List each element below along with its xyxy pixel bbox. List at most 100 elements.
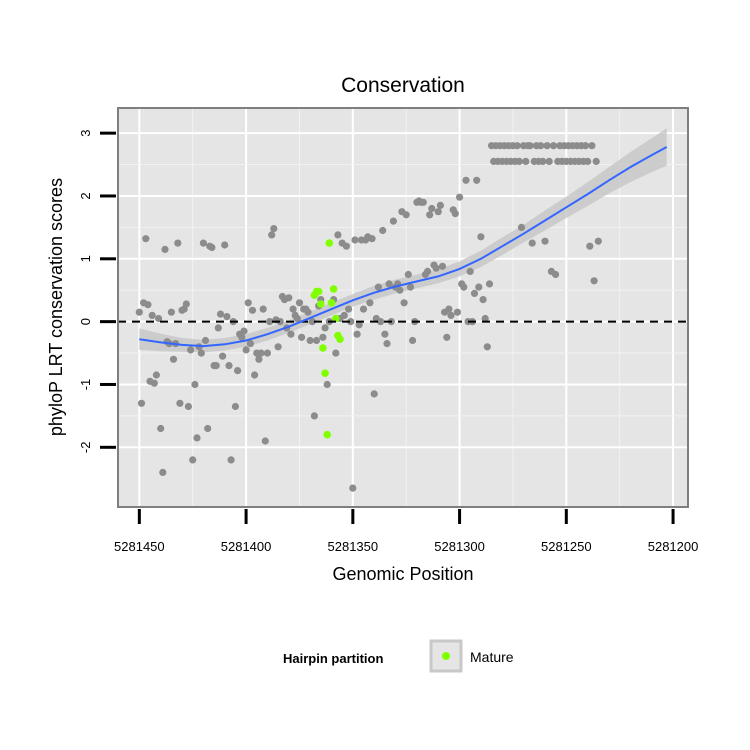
data-point xyxy=(541,237,549,245)
y-axis-title: phyloP LRT conservation scores xyxy=(46,178,66,436)
data-point xyxy=(199,239,207,247)
data-point xyxy=(169,355,178,363)
x-axis-title: Genomic Position xyxy=(332,564,473,584)
data-point xyxy=(424,267,432,275)
mature-data-point xyxy=(321,369,329,378)
mature-data-point xyxy=(329,285,338,293)
data-point xyxy=(270,225,278,233)
data-point xyxy=(150,379,158,387)
data-point xyxy=(522,157,530,165)
data-point xyxy=(231,402,239,411)
data-point xyxy=(332,349,340,357)
y-tick-label: 3 xyxy=(78,129,93,136)
data-point xyxy=(157,424,165,433)
data-point xyxy=(347,318,355,326)
data-point xyxy=(152,371,160,379)
x-tick-label: 5281300 xyxy=(434,539,485,554)
data-point xyxy=(276,318,284,326)
x-tick-label: 5281250 xyxy=(541,539,592,554)
data-point xyxy=(240,327,248,335)
panel-background xyxy=(117,107,689,508)
data-point xyxy=(543,142,551,150)
data-point xyxy=(155,314,163,323)
data-point xyxy=(259,305,267,313)
data-point xyxy=(432,264,440,272)
data-point xyxy=(460,283,468,291)
chart-title: Conservation xyxy=(341,74,465,97)
data-point xyxy=(590,277,598,285)
x-axis: 5281450 5281400 5281350 5281300 5281250 52812… xyxy=(114,509,698,554)
data-point xyxy=(402,211,410,219)
data-point xyxy=(342,242,350,250)
data-point xyxy=(483,343,491,351)
data-point xyxy=(400,299,408,307)
data-point xyxy=(404,270,412,279)
data-point xyxy=(443,333,451,341)
data-point xyxy=(323,380,331,389)
data-point xyxy=(191,380,199,389)
data-point xyxy=(304,308,312,316)
y-tick-label: 0 xyxy=(78,318,93,325)
data-point xyxy=(295,299,304,307)
data-point xyxy=(447,311,455,319)
data-point xyxy=(298,333,306,341)
data-point xyxy=(594,237,602,245)
data-point xyxy=(526,142,534,150)
data-point xyxy=(389,217,397,225)
data-point xyxy=(434,208,442,216)
data-point xyxy=(159,468,167,476)
data-point xyxy=(353,330,361,338)
mature-data-point xyxy=(317,300,325,308)
x-tick-label: 5281200 xyxy=(648,539,699,554)
data-point xyxy=(219,352,227,360)
data-point xyxy=(481,314,489,323)
y-tick-label: 1 xyxy=(78,255,93,262)
legend-label-mature: Mature xyxy=(470,649,514,665)
data-point xyxy=(515,157,523,165)
data-point xyxy=(189,456,197,464)
x-tick-label: 5281450 xyxy=(114,539,165,554)
data-point xyxy=(242,346,250,354)
x-tick-label: 5281350 xyxy=(328,539,379,554)
data-point xyxy=(456,193,464,201)
data-point xyxy=(466,267,474,275)
data-point xyxy=(428,204,436,213)
data-point xyxy=(545,157,553,165)
data-point xyxy=(216,310,225,318)
data-point xyxy=(470,289,479,297)
smooth-line-layer xyxy=(139,146,668,348)
data-point xyxy=(137,399,146,407)
legend: Hairpin partition Mature xyxy=(283,639,514,673)
data-point xyxy=(176,399,184,407)
mature-data-point xyxy=(319,344,327,352)
data-point xyxy=(167,308,175,316)
data-point xyxy=(312,336,321,345)
data-point xyxy=(419,198,427,206)
data-point xyxy=(274,343,282,351)
data-point xyxy=(406,283,415,291)
data-point xyxy=(366,299,374,307)
data-point xyxy=(287,330,295,338)
data-point xyxy=(201,336,210,345)
data-point xyxy=(584,157,592,165)
mature-points-layer xyxy=(310,239,344,439)
data-point xyxy=(334,231,342,239)
data-point xyxy=(244,299,252,307)
data-point xyxy=(255,355,263,363)
data-point xyxy=(345,305,353,313)
y-axis: 3 2 1 0 -1 -2 xyxy=(78,129,116,453)
data-point xyxy=(396,286,404,294)
data-point xyxy=(453,308,461,316)
data-point xyxy=(539,157,547,165)
data-point xyxy=(479,296,487,304)
data-point xyxy=(588,142,596,150)
data-point xyxy=(257,349,265,357)
data-point xyxy=(234,367,242,375)
panel-border xyxy=(117,107,689,508)
data-point xyxy=(308,318,316,326)
data-point xyxy=(225,362,233,370)
mature-data-point xyxy=(336,335,344,344)
data-point xyxy=(212,362,220,370)
plot-panel xyxy=(117,107,689,508)
